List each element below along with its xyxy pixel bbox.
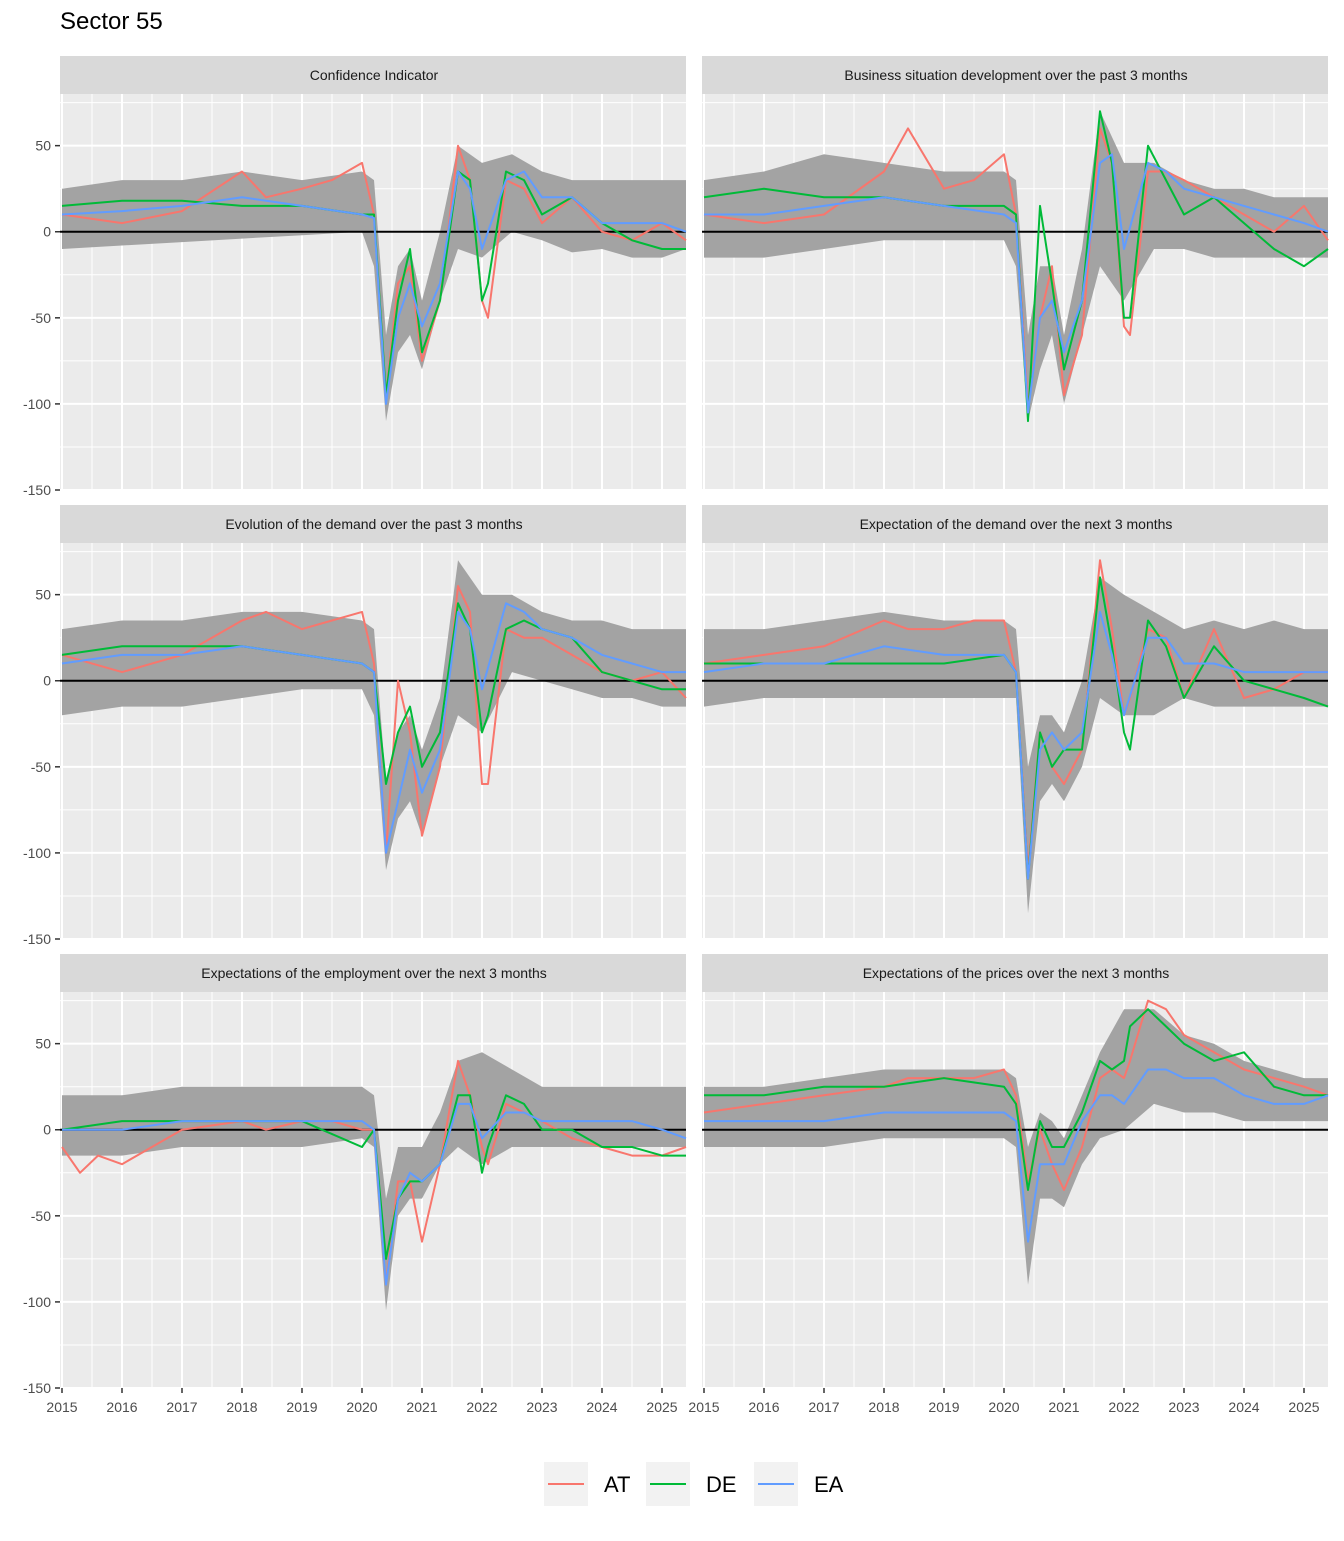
- y-tick-label: -150: [23, 1380, 51, 1396]
- facet-strip: [60, 505, 686, 543]
- chart-title: Sector 55: [60, 8, 163, 35]
- legend-item-ea: EA: [754, 1462, 844, 1506]
- y-tick-label: -50: [31, 759, 51, 775]
- y-tick-label: -50: [31, 1208, 51, 1224]
- x-tick-label: 2019: [286, 1399, 317, 1415]
- facet-strip: [702, 954, 1328, 992]
- x-tick-label: 2022: [466, 1399, 497, 1415]
- facet-title: Confidence Indicator: [310, 67, 439, 83]
- x-tick-label: 2015: [46, 1399, 77, 1415]
- y-tick-label: 0: [43, 673, 51, 689]
- panel-3: Expectation of the demand over the next …: [702, 505, 1329, 940]
- panel-5: Expectations of the prices over the next…: [688, 954, 1329, 1415]
- x-tick-label: 2018: [868, 1399, 899, 1415]
- facet-title: Business situation development over the …: [844, 67, 1187, 83]
- facet-title: Expectations of the employment over the …: [201, 965, 547, 981]
- series-line-de: [704, 576, 1329, 880]
- facet-title: Evolution of the demand over the past 3 …: [225, 516, 522, 532]
- y-tick-label: -100: [23, 1294, 51, 1310]
- panel-background: [702, 992, 1328, 1388]
- legend: AT DE EA: [544, 1462, 844, 1506]
- x-tick-label: 2025: [646, 1399, 677, 1415]
- x-tick-label: 2016: [748, 1399, 779, 1415]
- panel-2: Evolution of the demand over the past 3 …: [23, 505, 687, 947]
- panel-background: [60, 543, 686, 939]
- legend-item-de: DE: [646, 1462, 737, 1506]
- panel-background: [60, 992, 686, 1388]
- x-tick-label: 2018: [226, 1399, 257, 1415]
- panel-background: [60, 94, 686, 490]
- facet-title: Expectations of the prices over the next…: [863, 965, 1170, 981]
- facet-strip: [60, 954, 686, 992]
- x-tick-label: 2021: [406, 1399, 437, 1415]
- x-tick-label: 2022: [1108, 1399, 1139, 1415]
- y-tick-label: -50: [31, 310, 51, 326]
- series-line-ea: [61, 602, 686, 854]
- x-tick-label: 2024: [586, 1399, 617, 1415]
- range-band: [62, 1052, 686, 1311]
- x-tick-label: 2015: [688, 1399, 719, 1415]
- series-line-ea: [704, 153, 1329, 414]
- series-line-ea: [704, 1068, 1329, 1243]
- panel-0: Confidence Indicator 50 0 -50 -100 -150: [23, 56, 687, 498]
- range-band: [62, 145, 686, 422]
- y-tick-label: 0: [43, 1122, 51, 1138]
- y-tick-label: -100: [23, 396, 51, 412]
- x-tick-label: 2020: [988, 1399, 1019, 1415]
- y-tick-label: 0: [43, 224, 51, 240]
- facet-strip: [702, 56, 1328, 94]
- series-line-at: [703, 127, 1329, 405]
- panel-background: [702, 94, 1328, 490]
- y-tick-label: -150: [23, 482, 51, 498]
- x-tick-label: 2023: [1168, 1399, 1199, 1415]
- series-line-at: [703, 999, 1329, 1191]
- legend-label: EA: [814, 1472, 844, 1497]
- x-tick-label: 2019: [928, 1399, 959, 1415]
- x-tick-label: 2017: [808, 1399, 839, 1415]
- series-line-ea: [703, 610, 1328, 880]
- legend-label: DE: [706, 1472, 737, 1497]
- y-tick-label: 50: [35, 587, 51, 603]
- y-tick-label: -100: [23, 845, 51, 861]
- x-tick-label: 2017: [166, 1399, 197, 1415]
- series-line-ea: [62, 1102, 687, 1286]
- x-tick-label: 2025: [1288, 1399, 1319, 1415]
- x-tick-label: 2023: [526, 1399, 557, 1415]
- facet-title: Expectation of the demand over the next …: [860, 516, 1173, 532]
- panel-1: Business situation development over the …: [702, 56, 1329, 491]
- y-tick-label: 50: [35, 1036, 51, 1052]
- series-line-at: [703, 559, 1328, 872]
- series-line-ea: [61, 170, 687, 405]
- range-band: [704, 1009, 1328, 1285]
- x-tick-label: 2024: [1228, 1399, 1259, 1415]
- series-line-at: [61, 144, 687, 397]
- series-line-at: [61, 585, 687, 854]
- panel-4: Expectations of the employment over the …: [23, 954, 687, 1415]
- x-tick-label: 2021: [1048, 1399, 1079, 1415]
- facet-strip: [702, 505, 1328, 543]
- legend-item-at: AT: [544, 1462, 630, 1506]
- y-tick-label: -150: [23, 931, 51, 947]
- legend-label: AT: [604, 1472, 630, 1497]
- facet-strip: [60, 56, 686, 94]
- x-tick-label: 2016: [106, 1399, 137, 1415]
- series-line-de: [704, 1008, 1328, 1191]
- y-tick-label: 50: [35, 138, 51, 154]
- panel-background: [702, 543, 1328, 939]
- x-tick-label: 2020: [346, 1399, 377, 1415]
